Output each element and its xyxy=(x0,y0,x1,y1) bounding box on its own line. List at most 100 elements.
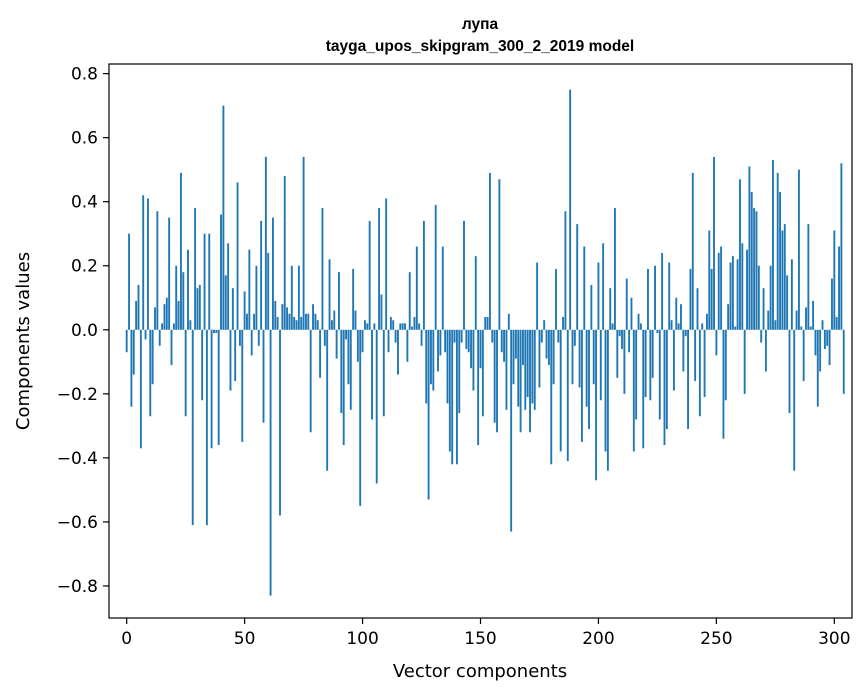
bar-114 xyxy=(395,330,397,343)
bar-170 xyxy=(527,330,529,397)
bar-121 xyxy=(411,327,413,330)
bar-205 xyxy=(609,288,611,330)
bar-173 xyxy=(534,330,536,410)
bar-288 xyxy=(805,307,807,329)
x-tick-label-0: 0 xyxy=(121,629,132,649)
y-tick-label-5: 0.2 xyxy=(71,257,98,277)
bar-180 xyxy=(550,330,552,465)
bar-218 xyxy=(640,323,642,329)
bar-193 xyxy=(581,330,583,442)
bar-272 xyxy=(767,311,769,330)
bar-153 xyxy=(487,317,489,330)
bar-125 xyxy=(421,330,423,346)
bar-207 xyxy=(614,208,616,330)
bar-133 xyxy=(439,330,441,356)
bar-136 xyxy=(447,330,449,404)
bar-146 xyxy=(470,330,472,368)
x-tick-label-50: 50 xyxy=(234,629,256,649)
bar-45 xyxy=(232,288,234,330)
bar-23 xyxy=(180,173,182,330)
bar-119 xyxy=(406,330,408,362)
bar-165 xyxy=(515,330,517,359)
chart-title: лупа xyxy=(462,16,499,33)
bar-216 xyxy=(635,330,637,420)
bar-282 xyxy=(791,259,793,329)
bar-202 xyxy=(602,243,604,329)
bar-265 xyxy=(751,192,753,330)
x-tick-label-300: 300 xyxy=(818,629,850,649)
bar-234 xyxy=(678,323,680,329)
bar-16 xyxy=(163,304,165,330)
bar-10 xyxy=(149,330,151,416)
bar-162 xyxy=(508,314,510,330)
bar-226 xyxy=(659,330,661,420)
chart-subtitle: tayga_upos_skipgram_300_2_2019 model xyxy=(326,38,634,55)
bar-129 xyxy=(430,330,432,384)
bar-292 xyxy=(815,330,817,356)
bar-67 xyxy=(284,176,286,330)
bar-157 xyxy=(496,330,498,432)
bar-96 xyxy=(352,269,354,330)
bar-175 xyxy=(539,330,541,388)
bar-248 xyxy=(711,269,713,330)
bar-286 xyxy=(800,327,802,330)
x-tick-label-150: 150 xyxy=(464,629,496,649)
bar-131 xyxy=(435,205,437,330)
bar-112 xyxy=(390,317,392,330)
bar-132 xyxy=(437,330,439,372)
bar-55 xyxy=(255,266,257,330)
bar-60 xyxy=(267,253,269,330)
bar-213 xyxy=(628,330,630,352)
bar-176 xyxy=(541,330,543,343)
bar-128 xyxy=(428,330,430,500)
bar-130 xyxy=(432,330,434,391)
bar-189 xyxy=(572,330,574,384)
y-axis-label: Components values xyxy=(13,252,34,430)
bar-255 xyxy=(727,304,729,330)
bar-142 xyxy=(461,330,463,343)
bar-215 xyxy=(633,330,635,452)
bar-206 xyxy=(612,323,614,329)
bar-73 xyxy=(298,266,300,330)
bar-50 xyxy=(244,291,246,329)
bar-150 xyxy=(480,330,482,368)
bar-199 xyxy=(595,330,597,481)
bar-254 xyxy=(725,330,727,400)
bar-88 xyxy=(333,311,335,330)
bar-33 xyxy=(204,234,206,330)
bar-196 xyxy=(588,330,590,429)
bar-187 xyxy=(567,330,569,461)
bar-172 xyxy=(531,330,533,404)
bar-0 xyxy=(126,330,128,352)
bar-111 xyxy=(388,330,390,352)
bar-262 xyxy=(744,330,746,394)
bar-100 xyxy=(362,330,364,352)
bar-235 xyxy=(680,304,682,330)
bars-group xyxy=(126,90,847,596)
y-tick-label-1: −0.6 xyxy=(57,513,98,533)
bar-59 xyxy=(265,157,267,330)
bar-115 xyxy=(397,330,399,375)
bar-85 xyxy=(326,330,328,471)
bar-137 xyxy=(449,330,451,452)
bar-89 xyxy=(336,330,338,359)
bar-30 xyxy=(197,288,199,330)
bar-52 xyxy=(248,250,250,330)
bar-134 xyxy=(442,247,444,330)
bar-126 xyxy=(423,221,425,330)
bar-3 xyxy=(133,330,135,375)
bar-251 xyxy=(718,253,720,330)
bar-279 xyxy=(784,224,786,330)
bar-156 xyxy=(494,330,496,423)
y-axis: −0.8−0.6−0.4−0.20.00.20.40.60.8 xyxy=(57,65,109,597)
bar-11 xyxy=(152,330,154,384)
bar-244 xyxy=(701,323,703,329)
bar-283 xyxy=(793,330,795,471)
bar-51 xyxy=(246,314,248,330)
bar-107 xyxy=(378,208,380,330)
bar-116 xyxy=(399,323,401,329)
bar-298 xyxy=(829,330,831,365)
bar-44 xyxy=(230,330,232,391)
bar-83 xyxy=(322,208,324,330)
